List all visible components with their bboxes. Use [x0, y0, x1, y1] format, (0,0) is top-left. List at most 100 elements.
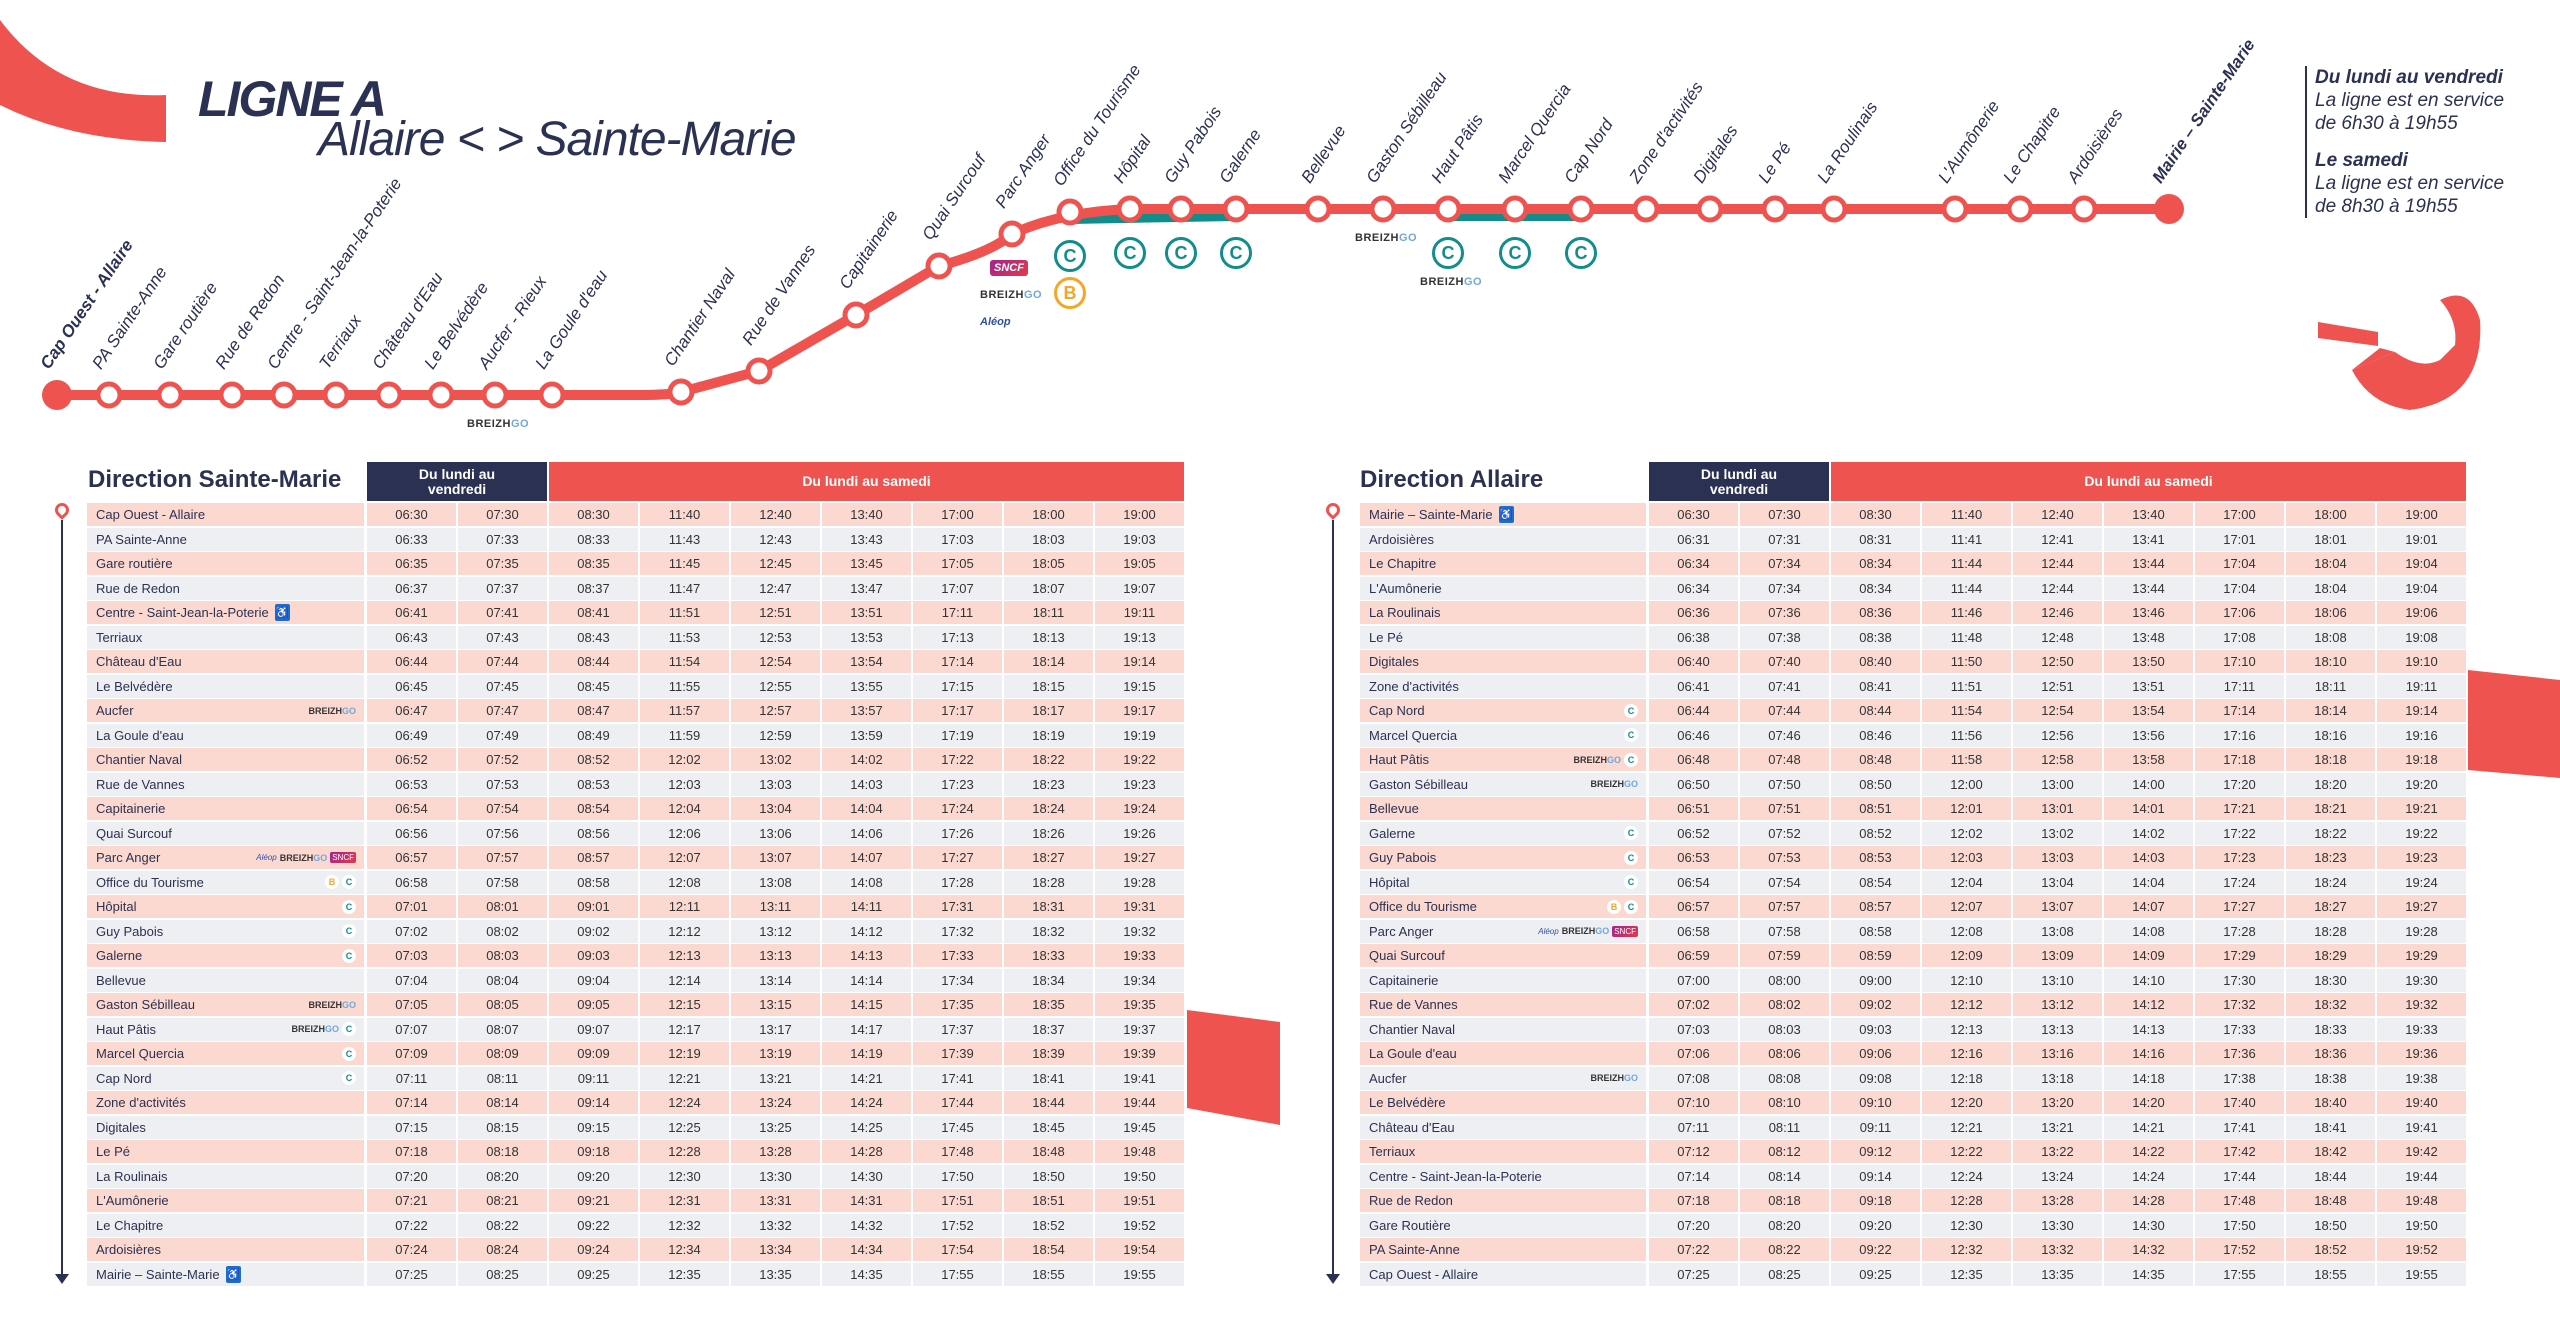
departure-time: 14:22 [2104, 1140, 2193, 1163]
departure-time: 07:41 [458, 601, 547, 624]
stop-marker [1369, 195, 1397, 223]
departure-time: 07:37 [458, 576, 547, 600]
departure-time: 13:24 [731, 1091, 820, 1114]
departure-time: 12:24 [1922, 1164, 2011, 1188]
departure-time: 08:54 [1831, 870, 1920, 894]
departure-time: 19:27 [1095, 846, 1184, 869]
departure-time: 17:15 [913, 674, 1002, 698]
departure-time: 07:01 [367, 895, 456, 918]
departure-time: 19:32 [2377, 993, 2466, 1016]
departure-time: 19:37 [1095, 1017, 1184, 1041]
departure-time: 08:53 [549, 772, 638, 796]
departure-time: 18:48 [2286, 1189, 2375, 1212]
departure-time: 07:11 [367, 1066, 456, 1090]
stop-name-cell: La Roulinais [87, 1164, 364, 1188]
stop-name: Zone d'activités [96, 1095, 186, 1110]
departure-time: 12:34 [640, 1238, 729, 1261]
table-row: Haut Pâtis BREIZHGO C 07:07 08:07 09:07 12:17 1… [87, 1017, 1186, 1041]
table-row: Hôpital C 06:54 07:54 08:54 12:04 13:04 14:04 17… [1360, 870, 2468, 894]
stop-name-cell: PA Sainte-Anne [1360, 1238, 1646, 1261]
stop-name-cell: Galerne C [87, 944, 364, 967]
table-row: Digitales 07:15 08:15 09:15 12:25 13:25 14:25 1… [87, 1115, 1186, 1139]
stop-name: Quai Surcouf [96, 825, 172, 841]
stop-name: Marcel Quercia [96, 1046, 185, 1061]
stop-name: Parc Anger [96, 850, 161, 865]
departure-time: 12:02 [640, 748, 729, 771]
departure-time: 06:58 [367, 870, 456, 894]
departure-time: 08:15 [458, 1115, 547, 1139]
departure-time: 07:31 [1740, 527, 1829, 551]
departure-time: 07:44 [1740, 699, 1829, 722]
table-row: Office du Tourisme B C 06:57 07:57 08:57 12:07… [1360, 895, 2468, 918]
stop-marker [218, 381, 246, 409]
departure-time: 08:25 [458, 1262, 547, 1286]
departure-time: 12:53 [731, 625, 820, 649]
departure-time: 18:36 [2286, 1042, 2375, 1065]
connection-icons: C [342, 920, 356, 943]
stop-name: Rue de Redon [96, 580, 180, 596]
departure-time: 14:15 [822, 993, 911, 1016]
stop-name-cell: Marcel Quercia C [87, 1042, 364, 1065]
departure-time: 09:11 [549, 1066, 638, 1090]
departure-time: 17:24 [913, 797, 1002, 820]
departure-time: 06:33 [367, 527, 456, 551]
departure-time: 12:00 [1922, 772, 2011, 796]
departure-time: 17:23 [2195, 846, 2284, 869]
departure-time: 18:17 [1004, 699, 1093, 722]
table-row: Chantier Naval 06:52 07:52 08:52 12:02 13:02 1… [87, 748, 1186, 771]
departure-time: 12:17 [640, 1017, 729, 1041]
departure-time: 08:02 [458, 919, 547, 943]
departure-time: 18:55 [1004, 1262, 1093, 1286]
departure-time: 08:56 [549, 821, 638, 845]
terminus-stop [2154, 194, 2184, 224]
departure-time: 06:34 [1649, 552, 1738, 575]
stop-name: Office du Tourisme [96, 874, 204, 890]
departure-time: 14:03 [2104, 846, 2193, 869]
departure-time: 19:13 [1095, 625, 1184, 649]
departure-time: 06:30 [1649, 503, 1738, 526]
departure-time: 07:03 [1649, 1017, 1738, 1041]
departure-time: 18:32 [2286, 993, 2375, 1016]
departure-time: 19:04 [2377, 576, 2466, 600]
departure-time: 19:48 [1095, 1140, 1184, 1163]
departure-time: 18:38 [2286, 1066, 2375, 1090]
departure-time: 13:07 [2013, 895, 2102, 918]
tram-c-icon: C [1054, 240, 1086, 272]
departure-time: 11:47 [640, 576, 729, 600]
sncf-logo: SNCF [330, 852, 356, 863]
table-row: La Roulinais 07:20 08:20 09:20 12:30 13:30 14:… [87, 1164, 1186, 1188]
stop-name: Aucfer [1369, 1070, 1407, 1086]
stop-name: Le Belvédère [96, 678, 173, 694]
departure-time: 06:44 [1649, 699, 1738, 722]
departure-time: 17:05 [913, 552, 1002, 575]
departure-time: 18:29 [2286, 944, 2375, 967]
departure-time: 17:37 [913, 1017, 1002, 1041]
weekday-line1: La ligne est en service [2315, 90, 2505, 111]
stop-name-cell: La Goule d'eau [1360, 1042, 1646, 1065]
stop-name-cell: Quai Surcouf [87, 821, 364, 845]
departure-time: 11:48 [1922, 625, 2011, 649]
departure-time: 12:54 [2013, 699, 2102, 722]
table-row: Rue de Redon 07:18 08:18 09:18 12:28 13:28 14:… [1360, 1189, 2468, 1212]
departure-time: 08:43 [549, 625, 638, 649]
departure-time: 11:46 [1922, 601, 2011, 624]
departure-time: 08:57 [549, 846, 638, 869]
table-row: Centre - Saint-Jean-la-Poterie 07:14 08:14… [1360, 1164, 2468, 1188]
departure-time: 18:41 [1004, 1066, 1093, 1090]
tram-c-icon: C [1624, 826, 1638, 840]
stop-name: La Roulinais [96, 1168, 168, 1184]
aleop-logo: Aléop [980, 316, 1011, 328]
departure-time: 17:29 [2195, 944, 2284, 967]
departure-time: 18:24 [1004, 797, 1093, 820]
departure-time: 12:28 [640, 1140, 729, 1163]
departure-time: 09:00 [1831, 968, 1920, 992]
table-row: Marcel Quercia C 06:46 07:46 08:46 11:56 12:56… [1360, 723, 2468, 747]
departure-time: 12:45 [731, 552, 820, 575]
departure-time: 17:32 [913, 919, 1002, 943]
departure-time: 08:37 [549, 576, 638, 600]
departure-time: 19:04 [2377, 552, 2466, 575]
departure-time: 06:36 [1649, 601, 1738, 624]
stop-name-cell: Mairie – Sainte-Marie ♿ [87, 1262, 364, 1286]
